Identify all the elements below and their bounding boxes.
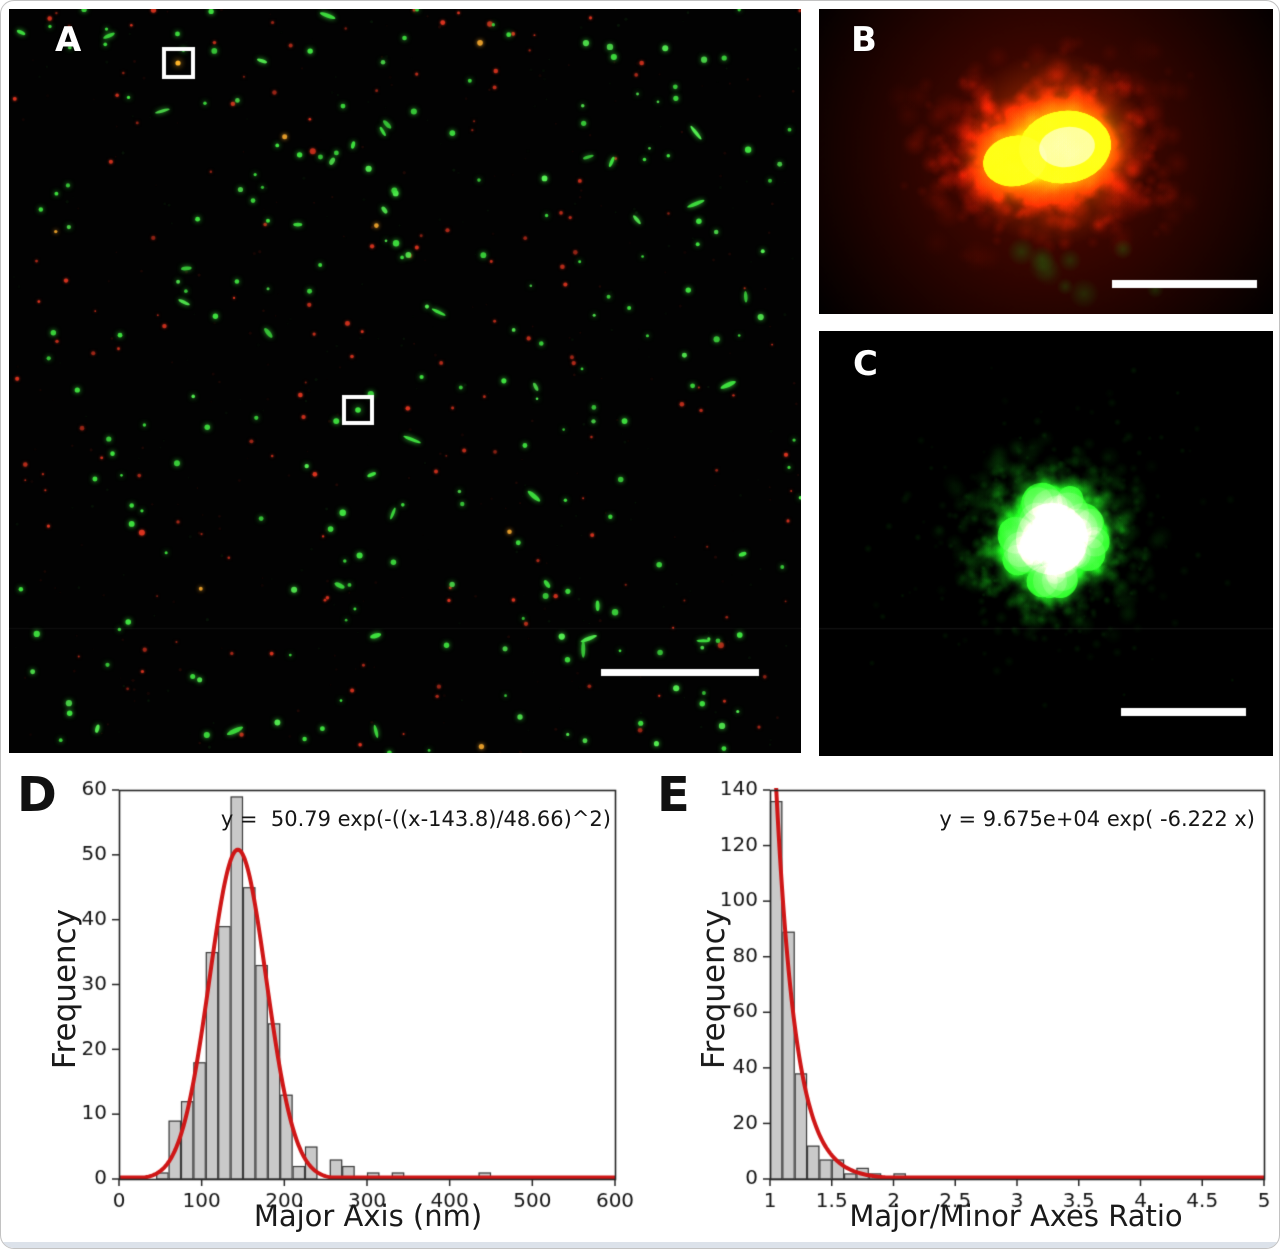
panel-b-canvas <box>819 9 1273 314</box>
panel-a-canvas <box>9 9 801 753</box>
panel-d-fit-equation: y = 50.79 exp(-((x-143.8)/48.66)^2) <box>220 807 611 831</box>
panel-d-y-axis-title: Frequency <box>47 908 83 1070</box>
panel-c-micrograph: C <box>819 331 1273 756</box>
card-bottom-edge <box>1 1242 1279 1248</box>
panel-e-x-axis-title: Major/Minor Axes Ratio <box>849 1199 1183 1233</box>
panel-c-label: C <box>853 344 878 384</box>
panel-c-canvas <box>819 331 1273 756</box>
panel-d-label: D <box>17 767 57 823</box>
panel-a-label: A <box>55 20 82 60</box>
panel-e-y-axis-title: Frequency <box>696 908 732 1070</box>
panel-b-label: B <box>851 20 877 60</box>
histogram-charts-canvas <box>1 761 1279 1248</box>
panel-a-micrograph: A <box>9 9 801 753</box>
panel-b-micrograph: B <box>819 9 1273 314</box>
panel-e-label: E <box>657 767 690 823</box>
panel-e-fit-equation: y = 9.675e+04 exp( -6.222 x) <box>939 807 1255 831</box>
panel-d-x-axis-title: Major Axis (nm) <box>253 1199 483 1233</box>
